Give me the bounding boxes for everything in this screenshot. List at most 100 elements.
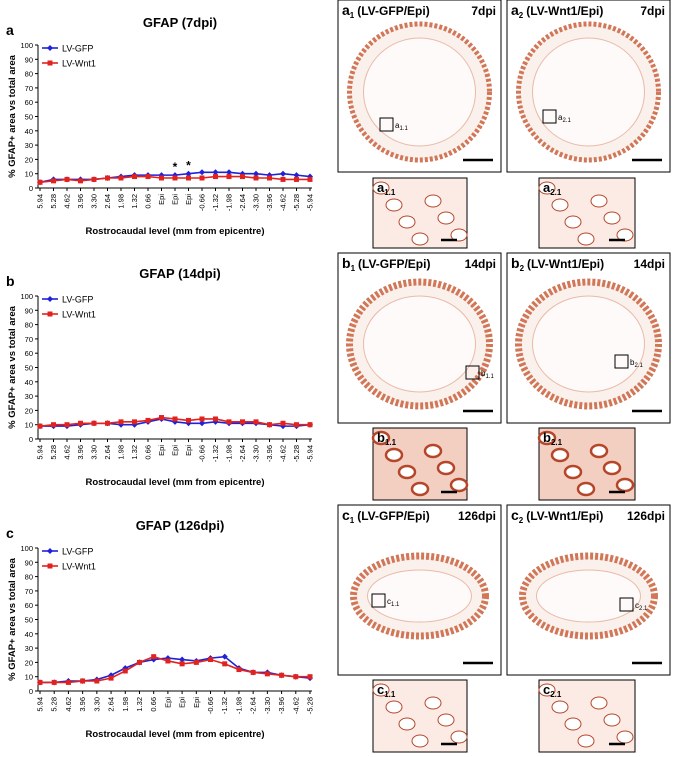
legend-marker — [47, 311, 53, 317]
cell-outline — [372, 683, 390, 697]
cell-outline — [537, 430, 557, 446]
x-tick-label: -4.62 — [279, 194, 288, 211]
x-tick-label: 2.64 — [107, 697, 116, 712]
image-panel: a2.1a2 (LV-Wnt1/Epi) 7dpi — [506, 0, 671, 173]
panel-letter: c — [511, 507, 519, 523]
inset-label: a2.1 — [543, 180, 562, 197]
data-point — [94, 678, 100, 684]
x-tick-label: -5.94 — [306, 194, 315, 211]
data-point — [279, 672, 285, 678]
data-point — [213, 174, 218, 180]
x-tick-label: -3.30 — [263, 697, 272, 714]
y-tick-label: 30 — [25, 644, 33, 653]
roi-box — [619, 597, 634, 612]
x-tick-label: Epi — [163, 697, 172, 708]
panel-title: (LV-Wnt1/Epi) — [527, 257, 604, 271]
x-tick-label: 3.96 — [76, 194, 85, 209]
x-tick-label: -4.62 — [291, 697, 300, 714]
x-tick-label: 4.62 — [64, 697, 73, 712]
x-tick-label: 2.64 — [103, 194, 112, 209]
x-tick-label: 1.98 — [121, 697, 130, 712]
roi-box — [614, 354, 629, 369]
x-tick-label: -4.62 — [279, 445, 288, 462]
data-point — [51, 679, 57, 685]
cell-outline — [563, 464, 583, 480]
tissue-inner — [363, 295, 476, 393]
y-tick-label: 70 — [25, 335, 33, 344]
x-axis-label: Rostrocaudal level (mm from epicentre) — [86, 477, 265, 488]
panel-sub: 1 — [350, 11, 355, 20]
roi-box — [379, 117, 394, 132]
y-tick-label: 30 — [25, 392, 33, 401]
chart-title: GFAP (7dpi) — [143, 15, 217, 30]
data-point — [267, 175, 272, 181]
cell-outline — [577, 734, 595, 748]
x-tick-label: 2.64 — [103, 445, 112, 460]
inset-panel: b1.1 — [371, 427, 469, 501]
x-tick-label: -2.64 — [238, 445, 247, 462]
cell-outline — [538, 181, 556, 195]
x-tick-label: Epi — [157, 194, 166, 205]
x-axis-label: Rostrocaudal level (mm from epicentre) — [86, 729, 265, 740]
annotation: * — [173, 160, 178, 174]
x-tick-label: Epi — [192, 697, 201, 708]
inset-letter: c — [543, 682, 550, 697]
x-tick-label: -1.32 — [211, 194, 220, 211]
y-tick-label: 0 — [29, 184, 33, 193]
data-point — [159, 415, 164, 421]
x-tick-label: Epi — [171, 445, 180, 456]
data-point — [213, 416, 218, 422]
cell-outline — [398, 215, 416, 229]
inset-letter: a — [543, 180, 551, 195]
cell-outline — [423, 443, 443, 459]
x-tick-label: 3.30 — [90, 445, 99, 460]
x-tick-label: Epi — [178, 697, 187, 708]
panel-title: (LV-Wnt1/Epi) — [526, 4, 603, 18]
panel-dpi: 14dpi — [465, 257, 496, 271]
data-point — [80, 678, 86, 684]
legend-label: LV-Wnt1 — [62, 310, 96, 320]
x-tick-label: 3.30 — [92, 697, 101, 712]
data-point — [132, 419, 137, 425]
inset-letter: b — [543, 430, 551, 445]
x-tick-label: -1.32 — [220, 697, 229, 714]
y-tick-label: 50 — [25, 113, 33, 122]
panel-sub: 1 — [351, 264, 356, 273]
data-point — [132, 174, 137, 180]
x-tick-label: -0.66 — [198, 445, 207, 462]
cell-outline — [564, 215, 582, 229]
y-tick-label: 80 — [25, 573, 33, 582]
inset-panel: a2.1 — [538, 177, 636, 249]
inset-sub: 2.1 — [550, 188, 562, 197]
legend-label: LV-Wnt1 — [62, 59, 96, 69]
panel-sub: 2 — [519, 11, 524, 20]
inset-label: c2.1 — [543, 682, 562, 699]
data-point — [280, 420, 286, 426]
y-tick-label: 60 — [25, 98, 33, 107]
y-tick-label: 50 — [25, 364, 33, 373]
cell-outline — [577, 232, 595, 246]
data-point — [199, 169, 205, 176]
data-point — [159, 175, 164, 181]
y-axis-label: % GFAP+ area vs total area — [7, 305, 18, 428]
cell-outline — [385, 198, 403, 212]
cell-outline — [384, 447, 404, 463]
roi-box — [465, 365, 480, 380]
cell-outline — [398, 717, 416, 731]
data-point — [91, 420, 97, 426]
y-tick-label: 80 — [25, 70, 33, 79]
data-point — [199, 420, 205, 427]
data-point — [179, 656, 186, 663]
data-point — [172, 175, 178, 181]
y-tick-label: 90 — [25, 306, 33, 315]
panel-letter: b — [6, 273, 15, 289]
data-point — [253, 170, 259, 177]
roi-box — [371, 593, 386, 608]
y-tick-label: 80 — [25, 321, 33, 330]
inset-panel: c1.1 — [372, 679, 468, 753]
legend-marker — [47, 296, 53, 302]
panel-letter: a — [511, 2, 519, 18]
data-point — [280, 170, 286, 177]
data-point — [264, 671, 270, 677]
